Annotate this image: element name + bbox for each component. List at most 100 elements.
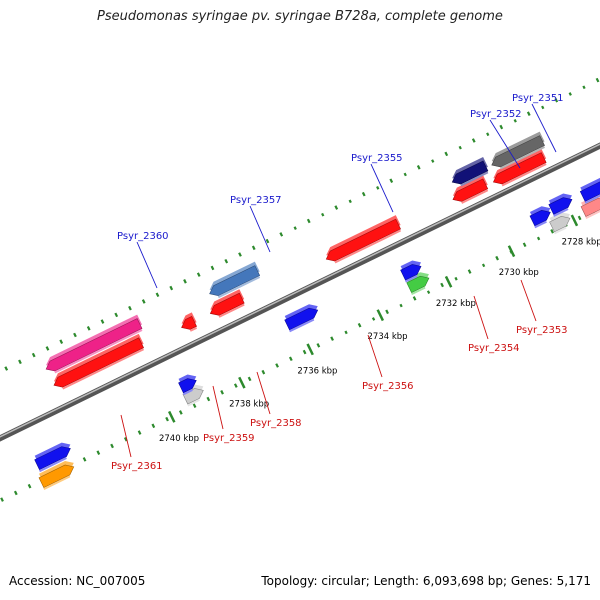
topology-text: Topology: circular; Length: 6,093,698 bp…: [261, 574, 591, 588]
reverse-tick-track-dot: [321, 212, 325, 217]
gene-label-forward-leader: [489, 119, 521, 169]
forward-tick-track-dot: [13, 490, 18, 496]
gene-label-forward[interactable]: Psyr_2357: [230, 195, 282, 206]
gene-arrow-blue[interactable]: [529, 206, 551, 229]
gene-arrow-red[interactable]: [181, 312, 198, 332]
tick-label: 2736 kbp: [297, 366, 337, 376]
gene-arrow-steelblue[interactable]: [209, 261, 261, 299]
gene-label-forward[interactable]: Psyr_2352: [470, 109, 522, 120]
gene-label-forward-leader: [531, 103, 557, 153]
forward-tick-track-dot: [316, 343, 321, 348]
gene-label-forward[interactable]: Psyr_2355: [351, 153, 403, 164]
reverse-tick-track-dot: [114, 312, 119, 318]
reverse-tick-track-dot: [279, 232, 284, 237]
gene-label-reverse-leader: [520, 279, 537, 322]
reverse-tick-track-dot: [251, 245, 256, 251]
reverse-tick-track-dot: [59, 339, 64, 344]
gene-arrow-red[interactable]: [53, 333, 145, 390]
gene-label-reverse-leader: [367, 334, 383, 378]
forward-tick-track-dot: [385, 309, 389, 315]
forward-tick-track-dot: [220, 390, 224, 395]
reverse-tick-track-dot: [526, 111, 531, 116]
forward-tick-track-dot: [440, 282, 444, 288]
gene-label-reverse-leader: [120, 414, 132, 458]
forward-tick-track-dot: [151, 423, 156, 429]
gene-label-forward-leader: [249, 205, 271, 253]
reverse-tick-track-dot: [376, 186, 380, 190]
gene-label-reverse-leader: [256, 371, 271, 415]
reverse-tick-track-dot: [416, 165, 421, 170]
gene-arrow-navy[interactable]: [451, 156, 489, 187]
forward-tick-track-dot: [481, 263, 486, 268]
gene-arrow-red[interactable]: [492, 148, 547, 187]
gene-arrow-blue[interactable]: [548, 193, 573, 217]
forward-tick-track-dot: [426, 290, 431, 294]
backbone-line: [0, 142, 600, 442]
forward-tick-track-dot: [412, 296, 417, 301]
gene-label-reverse[interactable]: Psyr_2359: [203, 433, 255, 444]
gene-arrow-blue[interactable]: [284, 304, 319, 333]
gene-label-forward[interactable]: Psyr_2351: [512, 93, 564, 104]
reverse-tick-track-dot: [431, 159, 435, 163]
forward-tick-track-dot: [27, 483, 32, 489]
gene-arrow-blue[interactable]: [178, 374, 197, 396]
gene-arrow-blue[interactable]: [400, 260, 422, 283]
forward-tick-track-dot: [302, 349, 307, 355]
reverse-tick-track-dot: [595, 77, 600, 83]
major-tick: [570, 214, 579, 227]
gene-arrow-orange[interactable]: [38, 460, 75, 490]
forward-tick-track-dot: [261, 369, 266, 375]
gene-arrow-darkgrey[interactable]: [491, 131, 545, 170]
forward-tick-track-dot: [233, 383, 238, 388]
forward-tick-track-dot: [550, 229, 554, 234]
forward-tick-track-dot: [536, 236, 541, 241]
reverse-tick-track-dot: [265, 238, 270, 244]
reverse-tick-track-dot: [568, 92, 572, 96]
genes-layer: [34, 131, 600, 490]
forward-tick-track-dot: [330, 336, 334, 341]
forward-tick-track-dot: [123, 436, 128, 442]
gene-label-reverse[interactable]: Psyr_2353: [516, 325, 568, 336]
forward-tick-track-dot: [522, 242, 527, 248]
reverse-tick-track-dot: [403, 172, 407, 177]
major-tick: [376, 309, 385, 322]
forward-tick-track-dot: [96, 450, 101, 455]
gene-label-reverse[interactable]: Psyr_2358: [250, 418, 302, 429]
gene-arrow-grey[interactable]: [549, 212, 571, 235]
reverse-tick-track-dot: [554, 97, 559, 103]
reverse-tick-track-dot: [183, 279, 187, 284]
gene-label-forward[interactable]: Psyr_2360: [117, 231, 169, 242]
gene-arrow-red[interactable]: [325, 215, 402, 264]
reverse-tick-track-dot: [499, 124, 504, 130]
forward-tick-track-dot: [371, 317, 376, 321]
forward-tick-track-dot: [165, 416, 169, 422]
gene-label-reverse[interactable]: Psyr_2356: [362, 381, 414, 392]
reverse-tick-track-dot: [45, 346, 50, 351]
gene-arrow-magenta[interactable]: [45, 314, 143, 374]
forward-tick-track-dot: [467, 269, 472, 274]
gene-label-reverse[interactable]: Psyr_2354: [468, 343, 520, 354]
reverse-tick-track-dot: [486, 132, 490, 137]
forward-tick-track-dot: [206, 396, 211, 402]
reverse-tick-track-dot: [169, 285, 174, 291]
forward-tick-track-dot: [399, 303, 403, 308]
forward-tick-track-dot: [357, 322, 362, 328]
reverse-tick-track-dot: [458, 145, 462, 150]
backbone-layer: [0, 142, 600, 442]
gene-arrow-red[interactable]: [452, 174, 489, 204]
gene-arrow-blue[interactable]: [34, 442, 71, 473]
forward-tick-track-dot: [82, 457, 87, 462]
forward-tick-track-dot: [577, 215, 582, 221]
gene-arrow-red[interactable]: [209, 289, 245, 318]
forward-tick-track-dot: [110, 443, 114, 449]
gene-labels-layer: Psyr_2351 Psyr_2352 Psyr_2355 Psyr_2357 Psyr…: [111, 93, 568, 472]
reverse-tick-track-dot: [389, 178, 394, 184]
reverse-tick-track-dot: [128, 305, 132, 311]
tick-label: 2732 kbp: [436, 299, 476, 309]
gene-label-reverse[interactable]: Psyr_2361: [111, 461, 163, 472]
forward-tick-track-dot: [137, 430, 142, 435]
gene-arrow-blue[interactable]: [579, 177, 600, 204]
reverse-tick-track-dot: [224, 258, 229, 264]
